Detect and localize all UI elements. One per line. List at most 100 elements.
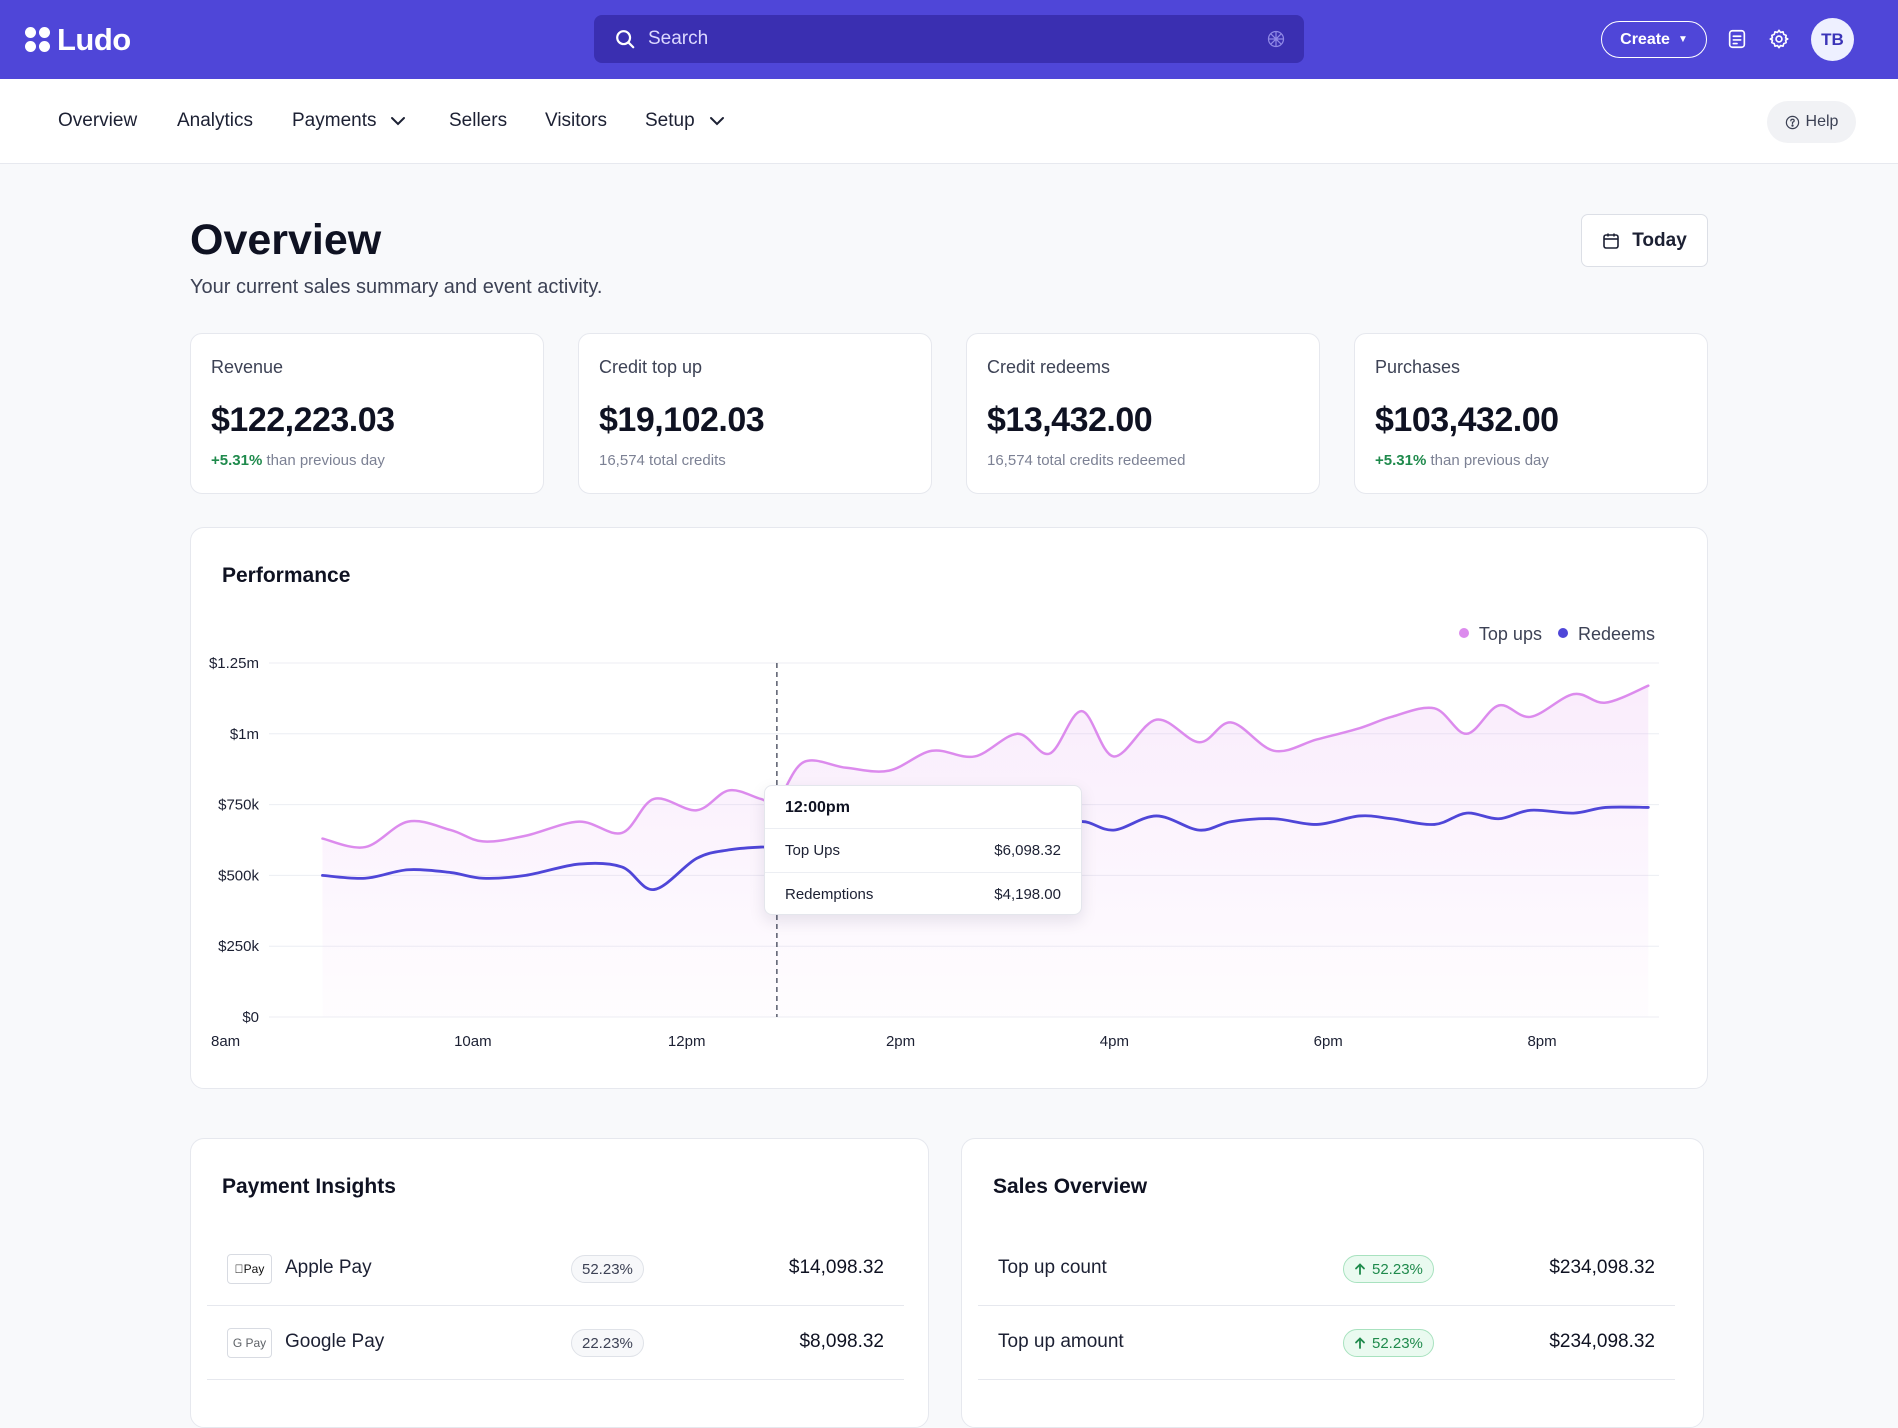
change-badge: 52.23% <box>1343 1329 1434 1357</box>
change-value: 52.23% <box>1372 1334 1423 1352</box>
search-icon <box>616 30 635 49</box>
gear-icon[interactable] <box>1768 28 1790 50</box>
help-label: Help <box>1805 113 1839 130</box>
page-title: Overview <box>190 216 382 264</box>
stat-value: $122,223.03 <box>211 401 395 439</box>
x-tick-label: 10am <box>454 1033 492 1050</box>
y-tick-label: $1m <box>230 726 259 743</box>
nav-item-setup[interactable]: Setup <box>645 110 725 132</box>
stat-foot: 16,574 total credits redeemed <box>987 452 1185 469</box>
stat-label: Credit top up <box>599 357 703 377</box>
tooltip-row: Redemptions $4,198.00 <box>765 872 1081 916</box>
date-filter-button[interactable]: Today <box>1581 214 1708 267</box>
x-tick-label: 2pm <box>886 1033 915 1050</box>
nav-item-label: Overview <box>58 110 138 131</box>
nav-item-sellers[interactable]: Sellers <box>449 110 507 132</box>
legend-item-topups[interactable]: Top ups <box>1458 624 1542 645</box>
tooltip-label: Top Ups <box>785 842 841 859</box>
arrow-up-icon <box>1355 1337 1365 1349</box>
y-tick-label: $500k <box>218 867 259 884</box>
payment-method-name: Google Pay <box>285 1331 385 1352</box>
nav-item-label: Visitors <box>545 110 607 131</box>
nav-item-label: Analytics <box>177 110 254 131</box>
chevron-down-icon <box>709 116 725 126</box>
sales-metric-name: Top up amount <box>998 1331 1124 1352</box>
x-tick-label: 4pm <box>1100 1033 1129 1050</box>
google-pay-logo-icon: G Pay <box>227 1328 272 1358</box>
search-input[interactable] <box>648 15 1248 63</box>
payment-method-name: Apple Pay <box>285 1257 372 1278</box>
sales-amount: $234,098.32 <box>1549 1257 1655 1278</box>
create-button[interactable]: Create ▼ <box>1601 21 1707 58</box>
stat-card-credit-redeems: Credit redeems $13,432.00 16,574 total c… <box>966 333 1320 494</box>
help-icon <box>1785 115 1799 129</box>
y-tick-label: $250k <box>218 938 259 955</box>
brand-logo[interactable]: Ludo <box>25 22 131 58</box>
stat-label: Credit redeems <box>987 357 1111 377</box>
legend-item-redeems[interactable]: Redeems <box>1557 624 1655 645</box>
help-button[interactable]: Help <box>1767 101 1856 143</box>
x-tick-label: 8pm <box>1527 1033 1556 1050</box>
x-tick-label: 12pm <box>668 1033 706 1050</box>
stat-foot-text: than previous day <box>262 452 385 469</box>
table-row[interactable]: G Pay Google Pay 22.23% $8,098.32 <box>207 1306 904 1380</box>
table-row[interactable]: Top up count 52.23% $234,098.32 <box>978 1232 1675 1306</box>
stat-foot-text: than previous day <box>1426 452 1549 469</box>
page-subtitle: Your current sales summary and event act… <box>190 276 603 298</box>
chevron-down-icon: ▼ <box>1677 34 1688 45</box>
logo-dots-icon <box>25 27 51 53</box>
table-row[interactable]: Pay Apple Pay 52.23% $14,098.32 <box>207 1232 904 1306</box>
nav-item-overview[interactable]: Overview <box>58 110 137 132</box>
ai-assistant-icon[interactable] <box>1266 29 1286 49</box>
nav-item-analytics[interactable]: Analytics <box>177 110 253 132</box>
sales-metric-name: Top up count <box>998 1257 1107 1278</box>
stat-card-credit-top-up: Credit top up $19,102.03 16,574 total cr… <box>578 333 932 494</box>
table-row[interactable]: Top up amount 52.23% $234,098.32 <box>978 1306 1675 1380</box>
tooltip-label: Redemptions <box>785 886 874 903</box>
nav-item-label: Payments <box>292 110 377 131</box>
top-bar: Ludo Create ▼ TB <box>0 0 1898 79</box>
stat-foot-text: 16,574 total credits <box>599 452 726 469</box>
brand-name: Ludo <box>57 22 131 57</box>
payment-amount: $8,098.32 <box>799 1331 884 1352</box>
legend-dot <box>1458 628 1469 639</box>
stat-foot: +5.31% than previous day <box>211 452 385 469</box>
chevron-down-icon <box>390 116 406 126</box>
stat-foot: +5.31% than previous day <box>1375 452 1549 469</box>
y-tick-label: $750k <box>218 797 259 814</box>
nav-item-label: Sellers <box>449 110 508 131</box>
stat-change: +5.31% <box>211 452 263 469</box>
stat-card-purchases: Purchases $103,432.00 +5.31% than previo… <box>1354 333 1708 494</box>
nav-bar: Overview Analytics Payments Sellers Visi… <box>0 79 1898 164</box>
stat-label: Purchases <box>1375 357 1461 377</box>
nav-item-payments[interactable]: Payments <box>292 110 406 132</box>
percent-badge: 22.23% <box>571 1329 644 1357</box>
chart-tooltip: 12:00pm Top Ups $6,098.32 Redemptions $4… <box>764 785 1082 915</box>
percent-badge: 52.23% <box>571 1255 644 1283</box>
payment-amount: $14,098.32 <box>788 1257 884 1278</box>
change-badge: 52.23% <box>1343 1255 1434 1283</box>
stat-label: Revenue <box>211 357 284 377</box>
stat-value: $19,102.03 <box>599 401 765 439</box>
x-tick-label: 8am <box>211 1033 240 1050</box>
y-tick-label: $0 <box>242 1009 259 1026</box>
stat-value: $13,432.00 <box>987 401 1153 439</box>
payment-insights-card: Payment Insights Pay Apple Pay 52.23% $… <box>190 1138 929 1428</box>
search-bar[interactable] <box>594 15 1304 63</box>
change-value: 52.23% <box>1372 1260 1423 1278</box>
arrow-up-icon <box>1355 1263 1365 1275</box>
stat-value: $103,432.00 <box>1375 401 1559 439</box>
notes-icon[interactable] <box>1726 28 1748 50</box>
chart-legend: Top ups Redeems <box>1458 624 1655 645</box>
legend-label: Top ups <box>1478 624 1542 644</box>
performance-card: Performance Top ups Redeems $1.25m $1m $75… <box>190 527 1708 1089</box>
pay-logo-text: G Pay <box>232 1336 267 1350</box>
user-avatar[interactable]: TB <box>1811 18 1854 61</box>
tooltip-value: $4,198.00 <box>994 886 1061 903</box>
nav-item-visitors[interactable]: Visitors <box>545 110 607 132</box>
series-line-topups <box>321 684 1650 849</box>
tooltip-time: 12:00pm <box>785 799 850 816</box>
sales-overview-title: Sales Overview <box>993 1175 1148 1198</box>
nav-item-label: Setup <box>645 110 695 131</box>
calendar-icon <box>1603 233 1620 249</box>
